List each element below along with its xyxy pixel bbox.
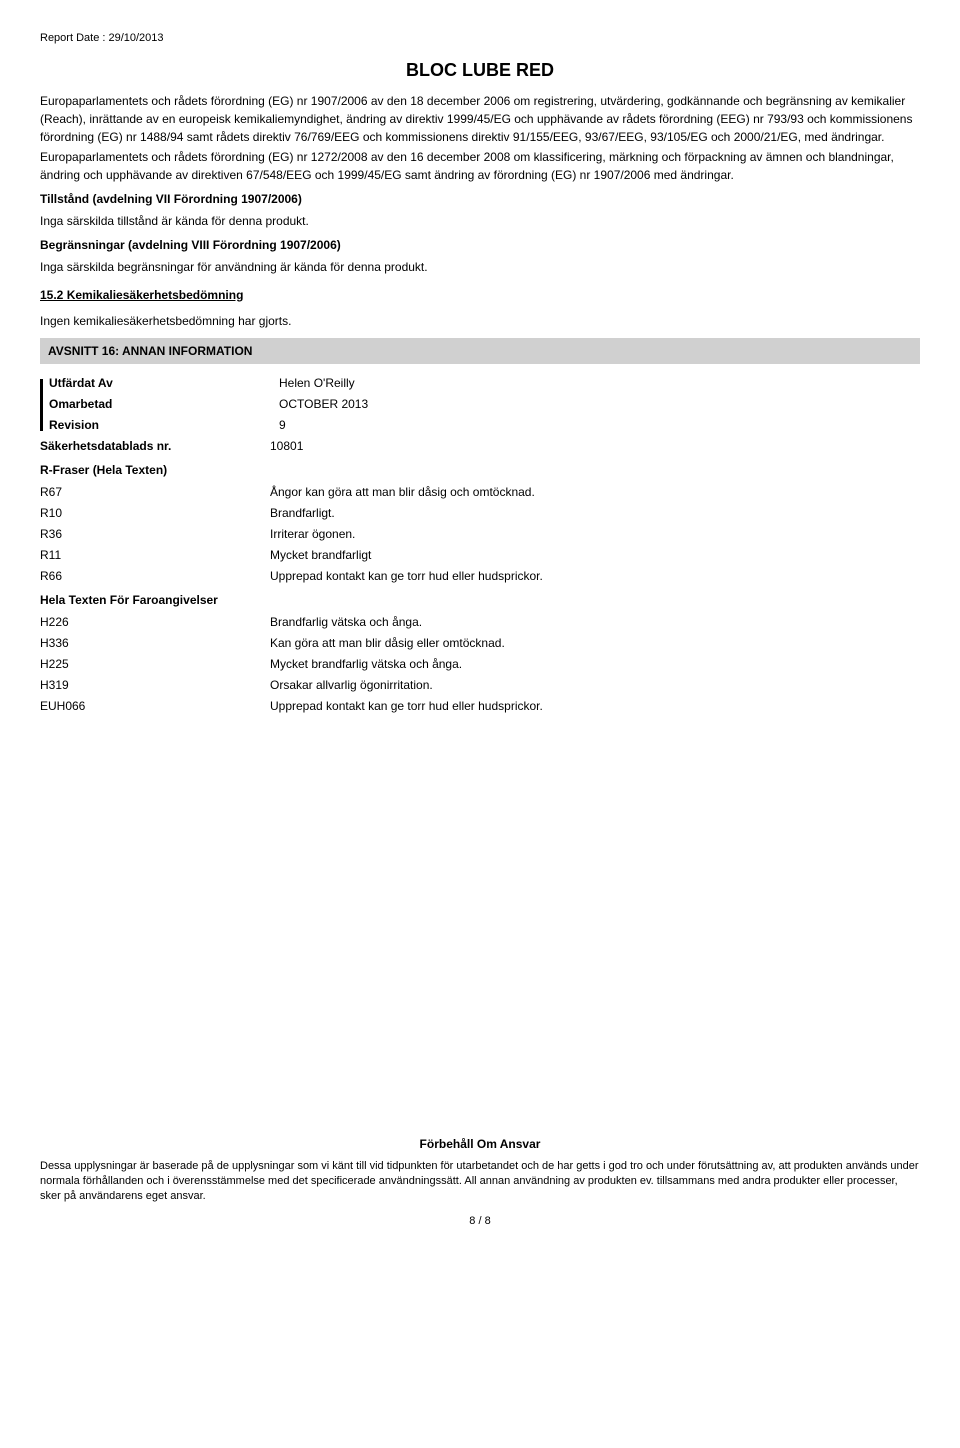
info-row-utfardat: Utfärdat Av Helen O'Reilly xyxy=(49,374,920,392)
section-16-bar: AVSNITT 16: ANNAN INFORMATION xyxy=(40,338,920,364)
h-phrase-text: Kan göra att man blir dåsig eller omtöck… xyxy=(270,634,920,652)
begransningar-text: Inga särskilda begränsningar för användn… xyxy=(40,258,920,276)
info-row-omarbetad: Omarbetad OCTOBER 2013 xyxy=(49,395,920,413)
h-phrase-text: Upprepad kontakt kan ge torr hud eller h… xyxy=(270,697,920,715)
r-phrase-text: Irriterar ögonen. xyxy=(270,525,920,543)
info-row-revision: Revision 9 xyxy=(49,416,920,434)
h-phrase-row: H226Brandfarlig vätska och ånga. xyxy=(40,613,920,631)
disclaimer-title: Förbehåll Om Ansvar xyxy=(40,1135,920,1153)
r-phrase-text: Upprepad kontakt kan ge torr hud eller h… xyxy=(270,567,920,585)
h-phrase-code: H225 xyxy=(40,655,270,673)
regulation-paragraph-1: Europaparlamentets och rådets förordning… xyxy=(40,92,920,146)
regulation-paragraph-2: Europaparlamentets och rådets förordning… xyxy=(40,148,920,184)
h-phrase-row: H336Kan göra att man blir dåsig eller om… xyxy=(40,634,920,652)
r-phrase-text: Ångor kan göra att man blir dåsig och om… xyxy=(270,483,920,501)
report-date: Report Date : 29/10/2013 xyxy=(40,30,920,47)
utfardat-label: Utfärdat Av xyxy=(49,374,279,392)
omarbetad-value: OCTOBER 2013 xyxy=(279,395,920,413)
document-title: BLOC LUBE RED xyxy=(40,57,920,84)
tillstand-heading: Tillstånd (avdelning VII Förordning 1907… xyxy=(40,190,920,208)
revision-value: 9 xyxy=(279,416,920,434)
h-phrase-row: H225Mycket brandfarlig vätska och ånga. xyxy=(40,655,920,673)
r-phrase-text: Mycket brandfarligt xyxy=(270,546,920,564)
revision-block: Utfärdat Av Helen O'Reilly Omarbetad OCT… xyxy=(40,374,920,437)
r-phrase-row: R66Upprepad kontakt kan ge torr hud elle… xyxy=(40,567,920,585)
h-phrase-text: Brandfarlig vätska och ånga. xyxy=(270,613,920,631)
utfardat-value: Helen O'Reilly xyxy=(279,374,920,392)
r-phrase-code: R10 xyxy=(40,504,270,522)
tillstand-text: Inga särskilda tillstånd är kända för de… xyxy=(40,212,920,230)
r-phrases-list: R67Ångor kan göra att man blir dåsig och… xyxy=(40,483,920,585)
h-phrase-row: H319Orsakar allvarlig ögonirritation. xyxy=(40,676,920,694)
omarbetad-label: Omarbetad xyxy=(49,395,279,413)
h-phrase-row: EUH066Upprepad kontakt kan ge torr hud e… xyxy=(40,697,920,715)
sds-value: 10801 xyxy=(270,437,920,455)
r-phrase-row: R36Irriterar ögonen. xyxy=(40,525,920,543)
r-phrase-text: Brandfarligt. xyxy=(270,504,920,522)
r-phrase-row: R10Brandfarligt. xyxy=(40,504,920,522)
page-number: 8 / 8 xyxy=(40,1213,920,1230)
section-15-2-text: Ingen kemikaliesäkerhetsbedömning har gj… xyxy=(40,312,920,330)
r-phrase-code: R11 xyxy=(40,546,270,564)
h-phrase-text: Orsakar allvarlig ögonirritation. xyxy=(270,676,920,694)
h-phrase-text: Mycket brandfarlig vätska och ånga. xyxy=(270,655,920,673)
h-phrases-list: H226Brandfarlig vätska och ånga.H336Kan … xyxy=(40,613,920,715)
begransningar-heading: Begränsningar (avdelning VIII Förordning… xyxy=(40,236,920,254)
h-phrase-code: EUH066 xyxy=(40,697,270,715)
r-phrase-row: R11Mycket brandfarligt xyxy=(40,546,920,564)
r-phrase-code: R36 xyxy=(40,525,270,543)
info-row-sds: Säkerhetsdatablads nr. 10801 xyxy=(40,437,920,455)
hela-texten-heading: Hela Texten För Faroangivelser xyxy=(40,591,920,609)
sds-label: Säkerhetsdatablads nr. xyxy=(40,437,270,455)
h-phrase-code: H319 xyxy=(40,676,270,694)
r-fraser-heading: R-Fraser (Hela Texten) xyxy=(40,461,920,479)
r-phrase-code: R66 xyxy=(40,567,270,585)
h-phrase-code: H226 xyxy=(40,613,270,631)
section-15-2-heading: 15.2 Kemikaliesäkerhetsbedömning xyxy=(40,286,920,304)
disclaimer-text: Dessa upplysningar är baserade på de upp… xyxy=(40,1159,920,1205)
revision-label: Revision xyxy=(49,416,279,434)
h-phrase-code: H336 xyxy=(40,634,270,652)
r-phrase-code: R67 xyxy=(40,483,270,501)
r-phrase-row: R67Ångor kan göra att man blir dåsig och… xyxy=(40,483,920,501)
